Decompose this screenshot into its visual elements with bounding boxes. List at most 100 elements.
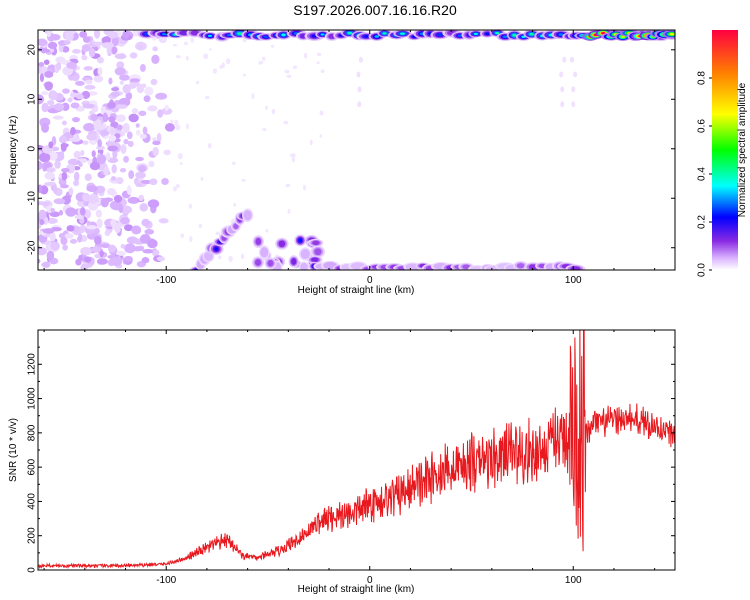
noise-speck: [270, 44, 274, 49]
noise-blob: [137, 44, 143, 50]
noise-speck: [183, 41, 188, 46]
noise-blob: [110, 218, 117, 227]
noise-blob: [119, 168, 127, 173]
y-tick-label: 400: [27, 493, 38, 510]
noise-blob: [60, 236, 68, 246]
noise-blob: [118, 97, 131, 107]
noise-blob: [111, 87, 120, 92]
noise-blob: [94, 235, 102, 245]
noise-blob: [43, 181, 56, 187]
noise-blob: [152, 137, 157, 142]
noise-speck: [172, 186, 177, 192]
noise-blob: [78, 233, 83, 241]
noise-blob: [100, 243, 111, 249]
noise-blob: [131, 108, 139, 114]
noise-speck: [284, 69, 290, 74]
noise-blob: [152, 249, 160, 256]
noise-speck: [309, 139, 313, 146]
noise-blob: [44, 171, 56, 180]
band-blob: [281, 33, 286, 37]
noise-speck: [177, 153, 183, 160]
noise-speck: [316, 61, 320, 65]
noise-blob: [135, 171, 146, 179]
noise-speck: [319, 110, 324, 116]
y-tick-label: 1000: [27, 387, 38, 410]
noise-blob: [108, 244, 117, 253]
noise-blob: [88, 47, 96, 58]
noise-blob: [61, 167, 70, 173]
noise-blob: [38, 184, 43, 194]
noise-speck: [242, 73, 246, 77]
noise-speck: [292, 65, 298, 69]
noise-blob: [80, 223, 86, 234]
colorbar-gradient: [712, 30, 738, 270]
noise-blob: [41, 90, 49, 96]
noise-blob: [70, 126, 76, 136]
noise-speck: [287, 208, 291, 214]
noise-blob: [158, 218, 169, 224]
noise-blob: [108, 134, 117, 142]
noise-blob: [152, 140, 161, 146]
streak: [357, 101, 362, 108]
noise-blob: [120, 205, 132, 214]
noise-blob: [60, 142, 67, 152]
streak: [357, 86, 362, 93]
streak: [571, 86, 576, 93]
streak: [358, 56, 363, 63]
noise-speck: [186, 123, 189, 130]
noise-blob: [97, 56, 104, 64]
noise-blob: [82, 192, 91, 202]
noise-blob: [129, 52, 138, 59]
noise-speck: [175, 124, 181, 131]
noise-blob: [141, 257, 150, 264]
noise-blob: [140, 63, 146, 72]
noise-blob: [44, 163, 51, 168]
band-blob: [320, 33, 325, 36]
noise-blob: [122, 30, 130, 40]
noise-speck: [203, 53, 209, 60]
noise-speck: [189, 235, 193, 243]
snr-ylabel: SNR (10 * v/v): [8, 418, 19, 482]
noise-blob: [152, 146, 159, 157]
noise-blob: [142, 126, 148, 135]
colorbar-tick-label: 0.0: [697, 263, 708, 277]
noise-blob: [147, 105, 158, 112]
noise-blob: [73, 150, 81, 159]
noise-speck: [188, 203, 192, 209]
low-freq-blob: [267, 260, 274, 267]
band-blob: [473, 32, 478, 35]
noise-blob: [151, 54, 160, 64]
noise-blob: [138, 194, 145, 202]
noise-blob: [49, 48, 55, 53]
noise-speck: [251, 93, 255, 100]
streak: [571, 101, 576, 108]
noise-blob: [120, 243, 126, 249]
band-blob: [495, 31, 500, 35]
noise-blob: [53, 185, 58, 195]
low-freq-blob: [311, 257, 319, 263]
colorbar-tick-label: 0.8: [697, 71, 708, 85]
noise-blob: [50, 33, 61, 41]
noise-blob: [38, 258, 41, 264]
noise-blob: [164, 122, 175, 132]
noise-blob: [122, 123, 130, 134]
noise-blob: [107, 145, 119, 152]
noise-speck: [258, 60, 264, 65]
noise-blob: [108, 116, 116, 123]
streak: [356, 71, 361, 78]
noise-blob: [53, 103, 65, 111]
noise-blob: [73, 180, 80, 187]
y-tick-label: -20: [27, 240, 38, 255]
low-freq-blob: [243, 210, 252, 221]
low-freq-blob: [291, 258, 297, 265]
noise-blob: [61, 171, 68, 181]
noise-blob: [97, 67, 103, 76]
noise-blob: [41, 123, 50, 133]
noise-blob: [48, 141, 54, 149]
noise-blob: [49, 231, 56, 242]
noise-blob: [82, 140, 89, 145]
noise-blob: [116, 177, 124, 185]
y-tick-label: 200: [27, 527, 38, 544]
